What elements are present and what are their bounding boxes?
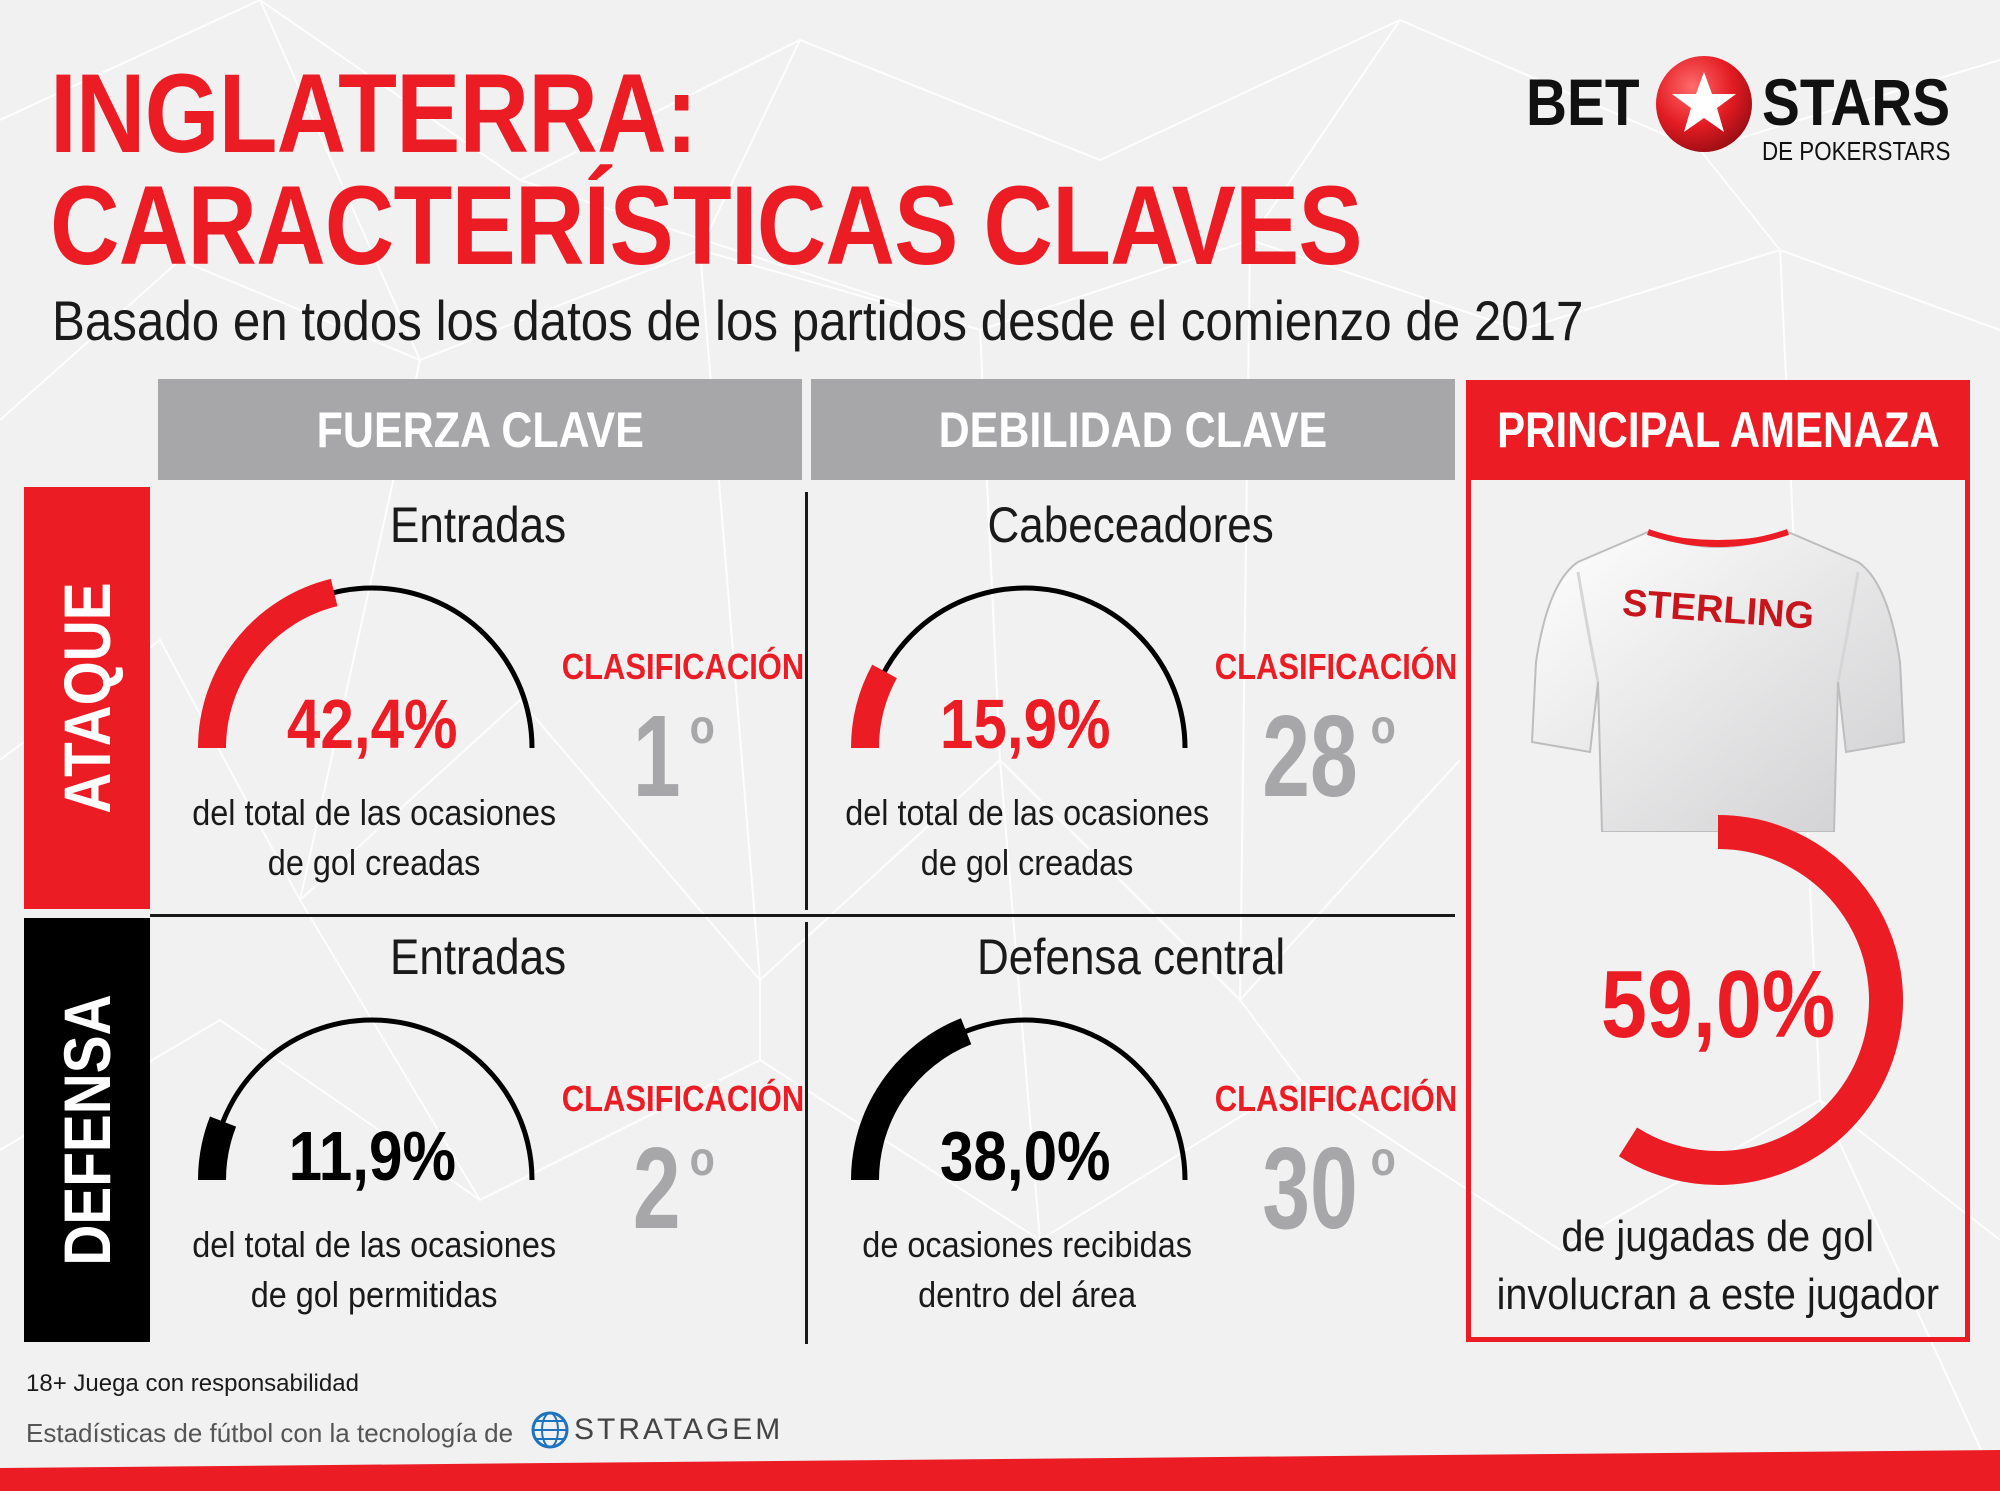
gauge-defense-weakness	[851, 1017, 1188, 1181]
row-label-defense: DEFENSA	[24, 918, 150, 1342]
grid-divider-vertical-bottom	[805, 922, 808, 1344]
player-shirt-image: STERLING	[1530, 529, 1906, 832]
percentage-value: 42,4%	[286, 685, 458, 763]
column-header-weakness: DEBILIDAD CLAVE	[811, 379, 1455, 480]
globe-icon	[531, 1411, 569, 1449]
cell-attack-strength: Entradas 42,4% del total de las ocasione…	[158, 488, 804, 908]
cell-description: del total de las ocasiones de gol creadas	[192, 792, 556, 883]
ranking-label: CLASIFICACIÓN	[1214, 646, 1458, 687]
gauge-defense-strength	[198, 1017, 535, 1181]
donut-arc	[1618, 815, 1903, 1185]
percentage-value: 38,0%	[939, 1117, 1111, 1195]
page-subtitle: Basado en todos los datos de los partido…	[52, 289, 1584, 352]
ranking-value: 28 o	[1262, 691, 1396, 821]
gauge-attack-weakness	[851, 585, 1188, 749]
ranking-value: 30 o	[1262, 1123, 1396, 1253]
cell-defense-weakness: Defensa central 38,0% de ocasiones recib…	[811, 920, 1457, 1340]
threat-description: de jugadas de gol involucran a este jugad…	[1496, 1212, 1940, 1319]
logo-bet-text: BET	[1526, 65, 1640, 139]
percentage-value: 11,9%	[288, 1117, 456, 1195]
gauge-fill	[198, 1116, 237, 1181]
cell-defense-strength: Entradas 11,9% del total de las ocasione…	[158, 920, 804, 1340]
column-header-strength: FUERZA CLAVE	[158, 379, 802, 480]
powered-by-text: Estadísticas de fútbol con la tecnología…	[26, 1418, 514, 1448]
logo-stars-text: STARS	[1762, 65, 1951, 139]
row-label-attack: ATAQUE	[24, 487, 150, 909]
gauge-fill	[851, 1018, 972, 1181]
page-title-line1: INGLATERRA:	[50, 51, 698, 176]
page-title-line2: CARACTERÍSTICAS CLAVES	[50, 163, 1363, 288]
logo-ball-icon	[1656, 56, 1752, 152]
gauge-fill	[198, 578, 338, 749]
ranking-label: CLASIFICACIÓN	[561, 1078, 805, 1119]
gauge-fill	[851, 664, 898, 749]
grid-divider-vertical-top	[805, 492, 808, 910]
betstars-logo: BET STARS DE POKERSTARS	[1526, 56, 1956, 166]
logo-subtext: DE POKERSTARS	[1762, 136, 1951, 166]
gauge-attack-strength	[198, 578, 535, 749]
cell-title: Entradas	[389, 497, 567, 553]
cell-title: Cabeceadores	[987, 497, 1275, 553]
cell-attack-weakness: Cabeceadores 15,9% del total de las ocas…	[811, 488, 1457, 908]
cell-description: de ocasiones recibidas dentro del área	[862, 1224, 1192, 1315]
cell-description: del total de las ocasiones de gol permiti…	[192, 1224, 556, 1315]
grid-divider-horizontal	[150, 914, 1455, 917]
percentage-value: 15,9%	[939, 685, 1111, 763]
ranking-label: CLASIFICACIÓN	[561, 646, 805, 687]
column-header-threat: PRINCIPAL AMENAZA	[1466, 380, 1970, 480]
stratagem-brand: STRATAGEM	[574, 1413, 784, 1446]
gauge-track	[209, 1017, 535, 1181]
threat-donut-chart	[1618, 815, 1903, 1185]
responsible-gambling-note: 18+ Juega con responsabilidad	[26, 1370, 359, 1397]
cell-title: Entradas	[389, 929, 567, 985]
threat-percentage: 59,0%	[1600, 951, 1836, 1058]
cell-description: del total de las ocasiones de gol creadas	[845, 792, 1209, 883]
ranking-label: CLASIFICACIÓN	[1214, 1078, 1458, 1119]
cell-title: Defensa central	[976, 929, 1286, 985]
